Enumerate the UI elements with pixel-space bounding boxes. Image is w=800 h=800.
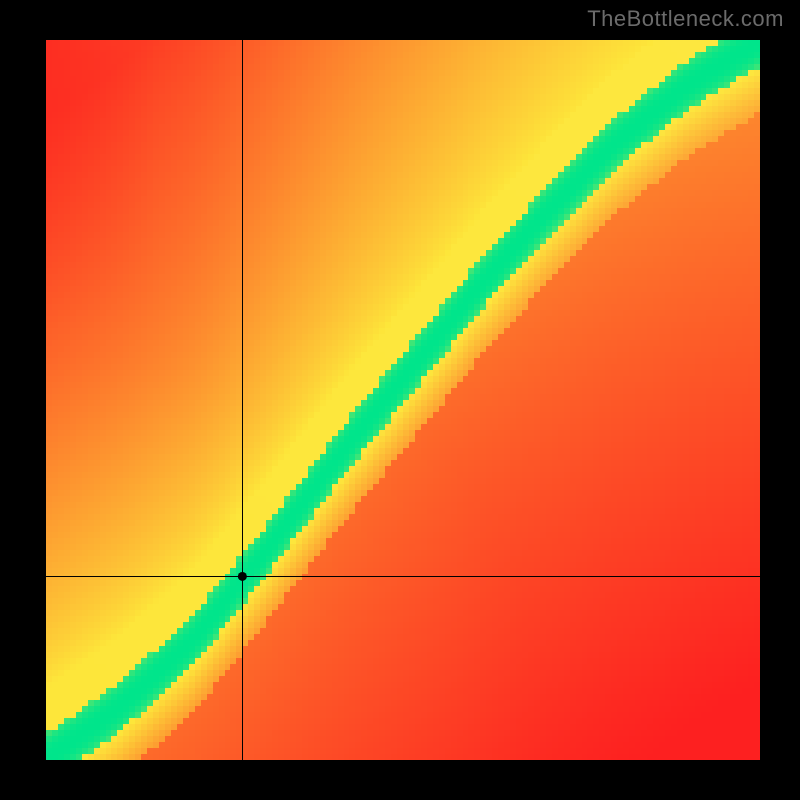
watermark-text: TheBottleneck.com — [587, 6, 784, 32]
stage: TheBottleneck.com — [0, 0, 800, 800]
crosshair-overlay — [46, 40, 760, 760]
